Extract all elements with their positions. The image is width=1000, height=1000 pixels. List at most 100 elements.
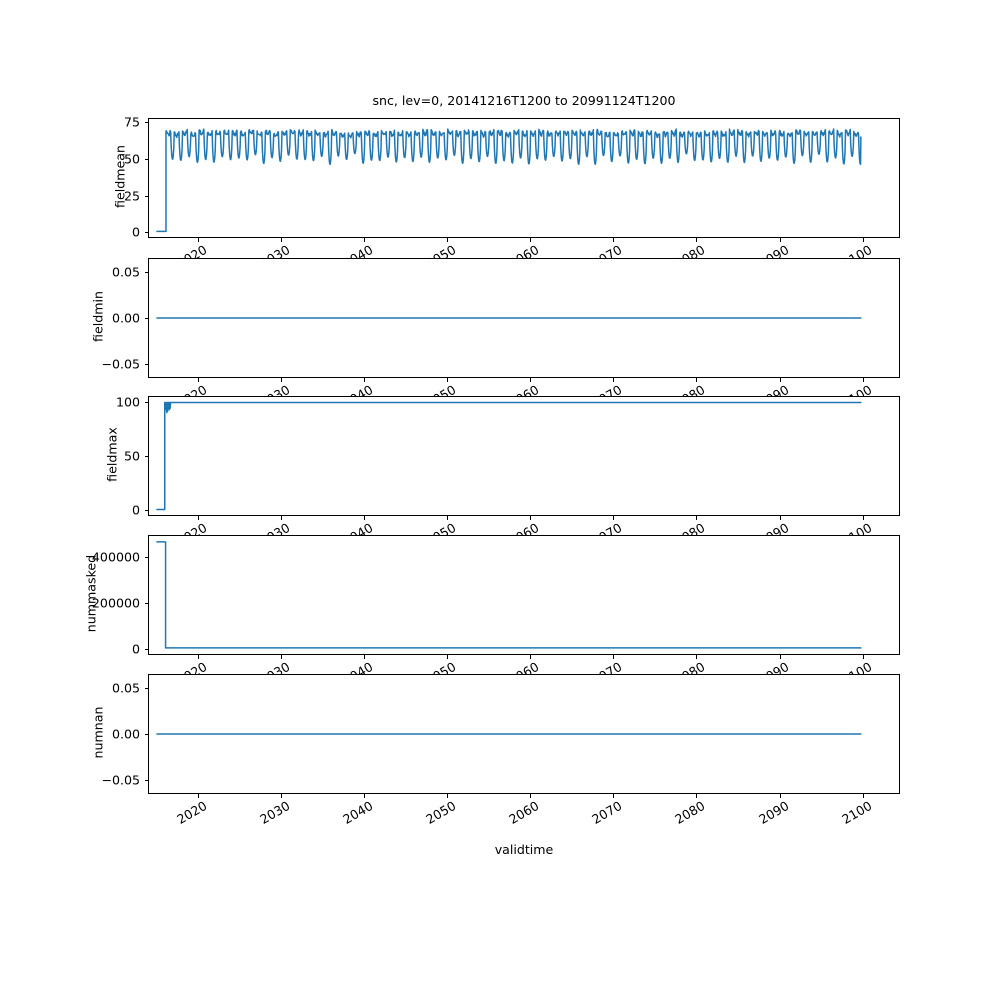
x-tick-mark [779, 238, 781, 242]
x-tick-mark [447, 794, 449, 798]
figure-title: snc, lev=0, 20141216T1200 to 20991124T12… [372, 93, 676, 108]
x-tick-label: 2090 [676, 382, 791, 396]
x-axis-label: validtime [494, 842, 554, 857]
x-tick-label: 2080 [672, 798, 708, 828]
x-tick-mark [613, 238, 615, 242]
x-tick-mark [447, 516, 449, 520]
x-tick-label: 2050 [423, 520, 459, 535]
x-tick-mark [613, 655, 615, 659]
x-tick-label: 2040 [340, 520, 376, 535]
y-tick-label: 25 [123, 188, 140, 204]
y-tick-label: 0 [131, 641, 140, 657]
y-tick-label: 0 [131, 224, 140, 240]
x-tick-label: 2040 [261, 382, 375, 396]
x-tick-label: 2040 [340, 242, 376, 258]
y-tick-mark [144, 779, 148, 781]
x-tick-mark [613, 794, 615, 798]
x-tick-mark [364, 378, 366, 382]
x-tick-mark [779, 794, 781, 798]
y-tick-label: 0 [131, 502, 140, 518]
x-tick-mark [280, 655, 282, 659]
x-tick-label: 2070 [510, 382, 625, 396]
y-axis-label-fieldmax: fieldmax [104, 427, 120, 482]
y-tick-mark [144, 363, 148, 365]
y-tick-mark [144, 232, 148, 234]
y-tick-mark [144, 272, 148, 274]
x-tick-mark [862, 516, 864, 520]
x-tick-mark [280, 238, 282, 242]
x-tick-mark [447, 655, 449, 659]
x-tick-mark [696, 378, 698, 382]
x-tick-label: 2060 [506, 659, 542, 674]
x-tick-mark [197, 516, 199, 520]
y-tick-label: 400000 [91, 549, 140, 565]
subplot-fieldmax [148, 396, 900, 516]
y-tick-mark [144, 195, 148, 197]
y-tick-mark [144, 122, 148, 124]
x-tick-mark [197, 238, 199, 242]
y-tick-mark [144, 734, 148, 735]
x-tick-mark [779, 655, 781, 659]
y-tick-label: 100 [115, 394, 140, 410]
y-tick-label: −0.05 [101, 356, 140, 372]
y-tick-label: 0.00 [111, 726, 140, 742]
y-tick-label: 200000 [91, 595, 140, 611]
y-tick-label: −0.05 [101, 772, 140, 788]
x-tick-label: 2080 [593, 382, 708, 396]
y-tick-mark [144, 603, 148, 605]
y-tick-label: 0.05 [111, 264, 140, 280]
x-tick-label: 2030 [257, 520, 293, 535]
plot-area-fieldmean [149, 119, 899, 237]
x-tick-mark [197, 794, 199, 798]
x-tick-mark [696, 238, 698, 242]
x-tick-label: 2070 [589, 520, 625, 535]
x-tick-label: 2050 [423, 798, 459, 828]
x-tick-label: 2080 [672, 242, 708, 258]
x-tick-mark [862, 378, 864, 382]
x-tick-label: 2100 [838, 798, 875, 828]
x-tick-label: 2070 [589, 798, 625, 828]
y-axis-label-fieldmin: fieldmin [90, 291, 106, 342]
subplot-fieldmean [148, 118, 900, 238]
x-tick-label: 2090 [755, 798, 791, 828]
y-tick-label: 0.00 [111, 310, 140, 326]
y-axis-label-numnan: numnan [90, 706, 106, 759]
x-tick-mark [197, 378, 199, 382]
y-tick-mark [144, 159, 148, 161]
x-tick-mark [364, 238, 366, 242]
x-tick-label: 2040 [340, 659, 376, 674]
x-tick-label: 2060 [427, 382, 541, 396]
x-tick-label: 2080 [672, 520, 708, 535]
x-tick-label: 2100 [759, 382, 874, 396]
x-tick-label: 2060 [506, 798, 542, 828]
x-tick-mark [696, 655, 698, 659]
x-tick-mark [447, 378, 449, 382]
x-tick-mark [862, 794, 864, 798]
y-tick-label: 75 [123, 114, 140, 130]
x-tick-mark [779, 378, 781, 382]
x-tick-label: 2020 [174, 798, 210, 828]
x-tick-label: 2090 [755, 242, 791, 258]
x-tick-mark [779, 516, 781, 520]
data-line-nummasked [157, 542, 861, 648]
x-tick-label: 2060 [506, 242, 542, 258]
y-tick-mark [144, 318, 148, 319]
plot-area-fieldmin [149, 259, 899, 377]
plot-area-nummasked [149, 536, 899, 654]
x-tick-mark [530, 794, 532, 798]
x-tick-label: 2030 [178, 382, 292, 396]
y-axis-label-fieldmean: fieldmean [112, 145, 128, 208]
y-tick-label: 50 [123, 448, 140, 464]
x-tick-mark [862, 238, 864, 242]
y-tick-label: 0.05 [111, 680, 140, 696]
x-tick-label: 2050 [423, 659, 459, 674]
subplot-fieldmin [148, 258, 900, 378]
x-tick-mark [197, 655, 199, 659]
x-tick-label: 2080 [672, 659, 708, 674]
x-tick-mark [530, 238, 532, 242]
x-tick-mark [280, 794, 282, 798]
